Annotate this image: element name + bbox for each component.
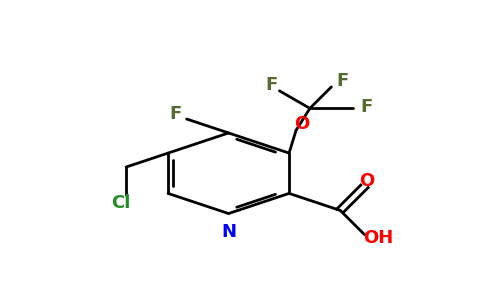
Text: N: N: [221, 223, 236, 241]
Text: Cl: Cl: [111, 194, 131, 212]
Text: OH: OH: [363, 229, 393, 247]
Text: F: F: [170, 105, 182, 123]
Text: F: F: [360, 98, 373, 116]
Text: O: O: [294, 115, 309, 133]
Text: F: F: [336, 72, 348, 90]
Text: O: O: [360, 172, 375, 190]
Text: F: F: [265, 76, 277, 94]
